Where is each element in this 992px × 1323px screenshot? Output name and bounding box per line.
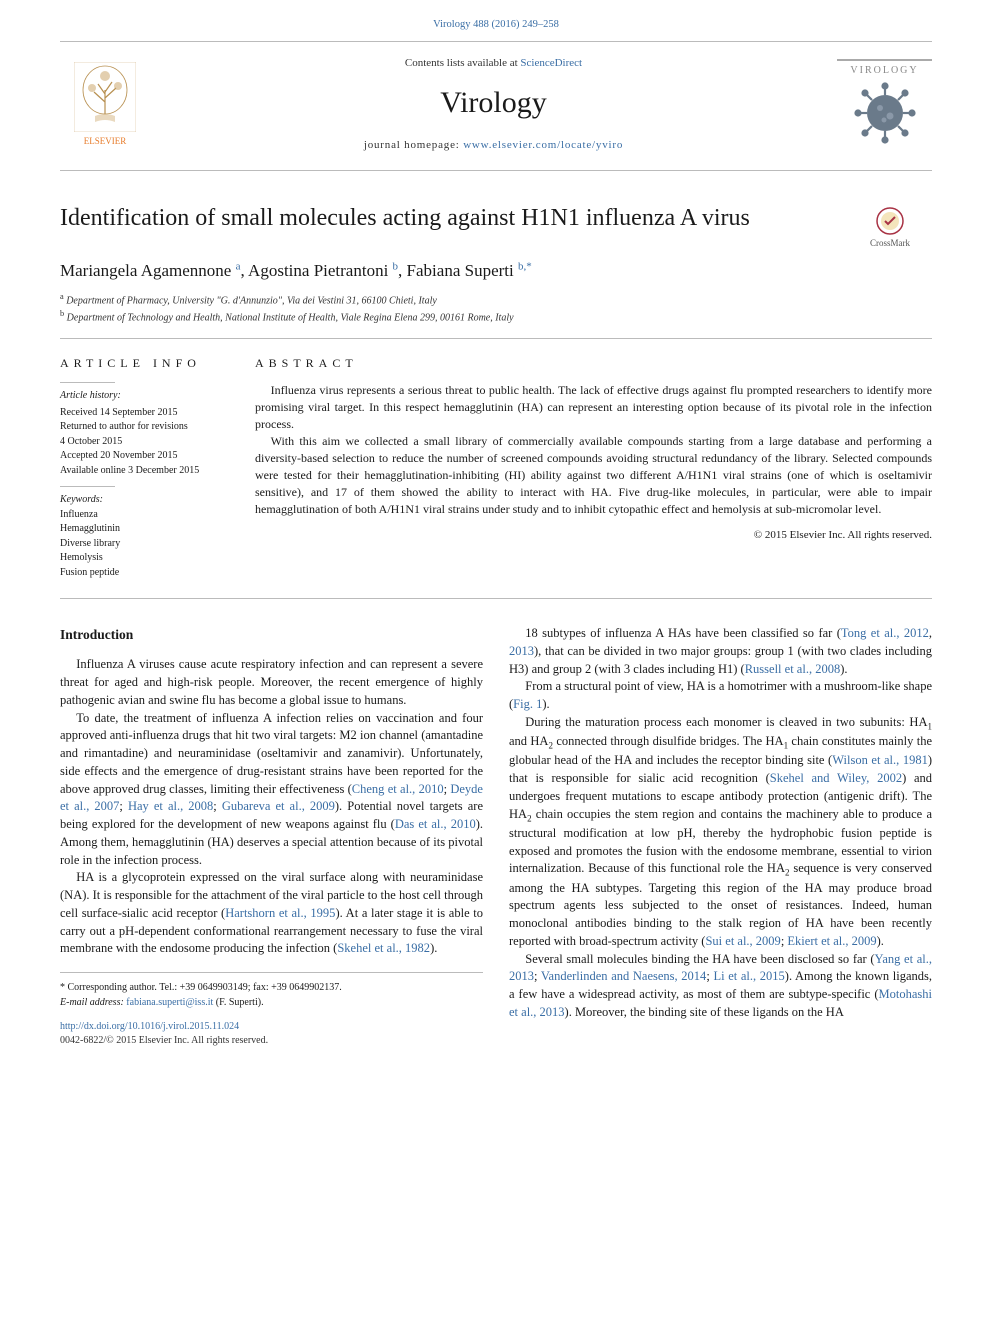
cite-skehel02[interactable]: Skehel and Wiley, 2002 [770,771,902,785]
history-line: 4 October 2015 [60,435,237,450]
keyword-item: Diverse library [60,537,237,552]
history-line: Available online 3 December 2015 [60,464,237,479]
cite-das[interactable]: Das et al., 2010 [395,817,476,831]
abstract-p2: With this aim we collected a small libra… [255,433,932,518]
email-line: E-mail address: fabiana.superti@iss.it (… [60,995,483,1010]
keyword-item: Hemolysis [60,551,237,566]
article-info: article info Article history: Received 1… [60,355,255,580]
sciencedirect-link[interactable]: ScienceDirect [520,57,582,69]
journal-name: Virology [150,82,837,124]
col2-p2: From a structural point of view, HA is a… [509,678,932,714]
cite-russell[interactable]: Russell et al., 2008 [745,662,840,676]
history-line: Accepted 20 November 2015 [60,449,237,464]
email-link[interactable]: fabiana.superti@iss.it [126,997,213,1008]
citation-header: Virology 488 (2016) 249–258 [0,0,992,41]
elsevier-logo: ELSEVIER [60,62,150,148]
cite-sui[interactable]: Sui et al., 2009 [705,934,780,948]
keyword-item: Hemagglutinin [60,522,237,537]
corresponding-author: * Corresponding author. Tel.: +39 064990… [60,980,483,995]
cite-hartshorn[interactable]: Hartshorn et al., 1995 [225,906,335,920]
fig1-link[interactable]: Fig. 1 [513,697,542,711]
journal-homepage: journal homepage: www.elsevier.com/locat… [150,138,837,153]
contents-line: Contents lists available at ScienceDirec… [150,56,837,71]
doi-block: http://dx.doi.org/10.1016/j.virol.2015.1… [60,1020,483,1048]
journal-cover-logo: VIROLOGY [837,59,932,150]
intro-p1: Influenza A viruses cause acute respirat… [60,656,483,709]
journal-header: ELSEVIER Contents lists available at Sci… [60,41,932,171]
virology-label: VIROLOGY [837,59,932,78]
cite-cheng[interactable]: Cheng et al., 2010 [352,782,444,796]
article-info-heading: article info [60,355,237,372]
abstract-copyright: © 2015 Elsevier Inc. All rights reserved… [255,528,932,544]
abstract: abstract Influenza virus represents a se… [255,355,932,580]
cite-hay[interactable]: Hay et al., 2008 [128,799,213,813]
virus-icon [854,82,916,144]
column-left: Introduction Influenza A viruses cause a… [60,625,483,1048]
keywords-label: Keywords: [60,494,103,505]
cite-ekiert[interactable]: Ekiert et al., 2009 [787,934,876,948]
abstract-heading: abstract [255,355,932,372]
cite-tong13[interactable]: 2013 [509,644,534,658]
keyword-item: Fusion peptide [60,566,237,581]
history-line: Received 14 September 2015 [60,406,237,421]
history-label: Article history: [60,389,237,404]
doi-link[interactable]: http://dx.doi.org/10.1016/j.virol.2015.1… [60,1020,483,1034]
cite-skehel82[interactable]: Skehel et al., 1982 [337,941,430,955]
col2-p4: Several small molecules binding the HA h… [509,951,932,1022]
cite-wilson[interactable]: Wilson et al., 1981 [832,753,928,767]
header-center: Contents lists available at ScienceDirec… [150,56,837,153]
col2-p1: 18 subtypes of influenza A HAs have been… [509,625,932,678]
col2-p3: During the maturation process each monom… [509,714,932,951]
abstract-p1: Influenza virus represents a serious thr… [255,382,932,433]
crossmark-badge[interactable]: CrossMark [848,207,932,250]
article-header: Identification of small molecules acting… [60,203,932,339]
cite-tong12[interactable]: Tong et al., 2012 [841,626,929,640]
history-line: Returned to author for revisions [60,420,237,435]
column-right: 18 subtypes of influenza A HAs have been… [509,625,932,1048]
authors: Mariangela Agamennone a, Agostina Pietra… [60,259,932,283]
cite-li[interactable]: Li et al., 2015 [713,969,784,983]
elsevier-tree-icon [74,62,136,132]
info-abstract-row: article info Article history: Received 1… [60,339,932,599]
cite-gubareva[interactable]: Gubareva et al., 2009 [222,799,335,813]
journal-homepage-link[interactable]: www.elsevier.com/locate/yviro [463,139,623,151]
elsevier-label: ELSEVIER [84,136,127,146]
crossmark-icon [876,207,904,235]
issn-copyright: 0042-6822/© 2015 Elsevier Inc. All right… [60,1034,483,1048]
keyword-item: Influenza [60,508,237,523]
body-columns: Introduction Influenza A viruses cause a… [60,625,932,1048]
intro-p3: HA is a glycoprotein expressed on the vi… [60,869,483,958]
cite-vanderlinden[interactable]: Vanderlinden and Naesens, 2014 [541,969,706,983]
article-title: Identification of small molecules acting… [60,203,848,234]
footnotes: * Corresponding author. Tel.: +39 064990… [60,972,483,1010]
intro-heading: Introduction [60,625,483,644]
intro-p2: To date, the treatment of influenza A in… [60,710,483,870]
affiliations: a Department of Pharmacy, University "G.… [60,291,932,326]
